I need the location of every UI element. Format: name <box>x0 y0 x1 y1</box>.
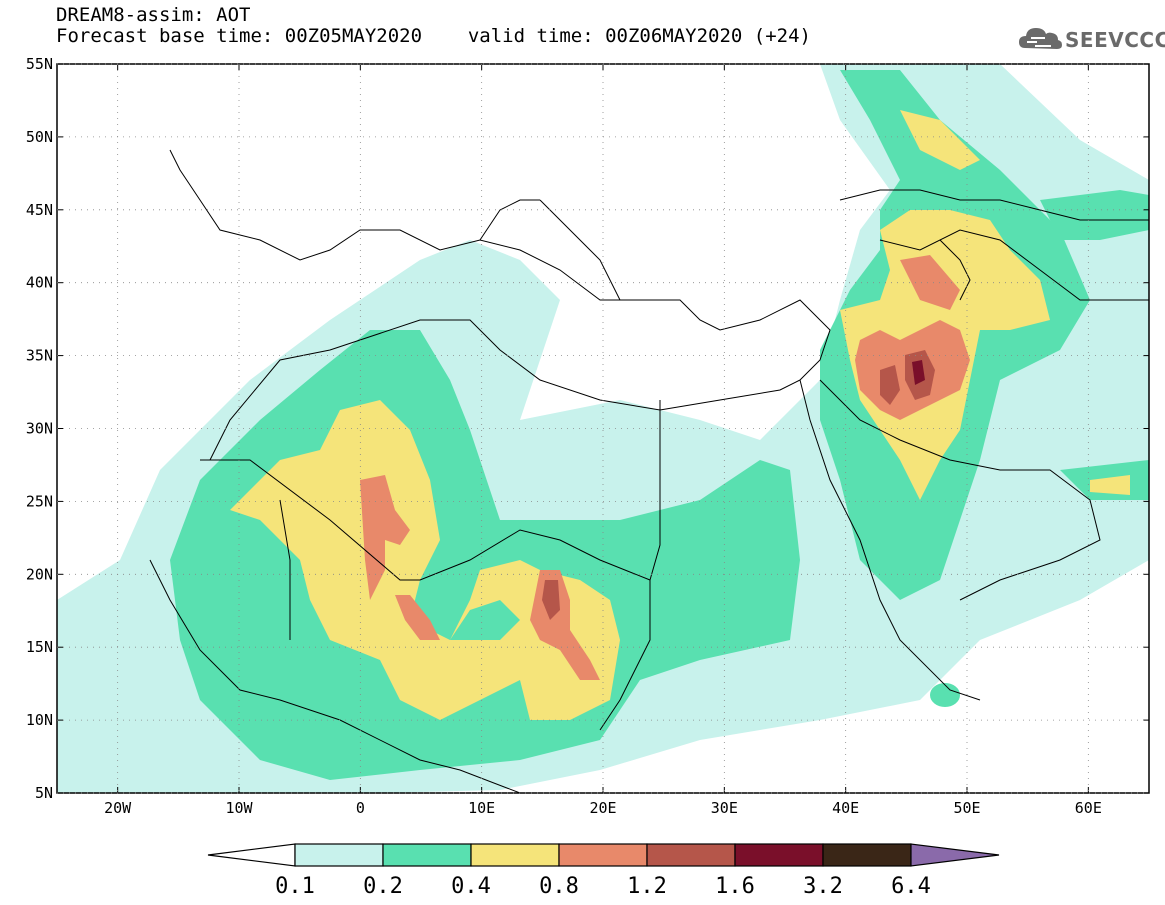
forecast-times: Forecast base time: 00Z05MAY2020 valid t… <box>56 26 811 46</box>
colorbar-swatch <box>734 843 824 867</box>
lat-axis: 5N 10N 15N 20N 25N 30N 35N 40N 45N 50N 55N <box>26 55 53 802</box>
lat-tick-label: 10N <box>26 711 53 729</box>
colorbar-swatch <box>294 843 384 867</box>
colorbar-label: 0.4 <box>451 874 491 899</box>
colorbar-label: 0.8 <box>539 874 579 899</box>
lat-tick-label: 45N <box>26 201 53 219</box>
lon-tick-label: 0 <box>356 799 365 817</box>
lon-tick-label: 10W <box>225 799 253 817</box>
logo-text: SEEVCCC <box>1065 28 1165 52</box>
base-time: Forecast base time: 00Z05MAY2020 <box>56 25 423 47</box>
lat-tick-label: 35N <box>26 347 53 365</box>
lat-tick-label: 40N <box>26 274 53 292</box>
lat-tick-label: 55N <box>26 55 53 73</box>
colorbar-overflow <box>910 843 1000 867</box>
colorbar <box>207 843 1000 867</box>
lat-tick-label: 25N <box>26 492 53 510</box>
seevccc-logo: SEEVCCC <box>1017 22 1165 56</box>
map-graticule <box>57 63 1149 794</box>
valid-time: valid time: 00Z06MAY2020 (+24) <box>467 25 811 47</box>
colorbar-swatch <box>470 843 560 867</box>
colorbar-label: 1.6 <box>715 874 755 899</box>
colorbar-label: 0.1 <box>275 874 315 899</box>
colorbar-swatch <box>646 843 736 867</box>
colorbar-swatch <box>822 843 912 867</box>
map-title: DREAM8-assim: AOT <box>56 4 251 26</box>
lon-tick-label: 40E <box>832 799 859 817</box>
lat-tick-label: 15N <box>26 638 53 656</box>
lat-tick-label: 20N <box>26 565 53 583</box>
lon-tick-label: 30E <box>711 799 738 817</box>
colorbar-label: 6.4 <box>891 874 931 899</box>
colorbar-label: 3.2 <box>803 874 843 899</box>
colorbar-underflow <box>207 843 296 867</box>
lat-tick-label: 50N <box>26 128 53 146</box>
aot-level-1.6 <box>912 360 925 385</box>
lon-tick-label: 20W <box>104 799 132 817</box>
lon-tick-label: 50E <box>953 799 980 817</box>
cloud-icon <box>1019 28 1062 49</box>
colorbar-label: 1.2 <box>627 874 667 899</box>
lat-tick-label: 30N <box>26 420 53 438</box>
lon-axis: 20W 10W 0 10E 20E 30E 40E 50E 60E <box>104 799 1102 817</box>
lat-tick-label: 5N <box>35 784 53 802</box>
colorbar-swatch <box>382 843 472 867</box>
lon-tick-label: 20E <box>589 799 616 817</box>
coastlines <box>149 149 1149 793</box>
colorbar-label: 0.2 <box>363 874 403 899</box>
lon-tick-label: 10E <box>468 799 495 817</box>
colorbar-swatch <box>558 843 648 867</box>
lon-tick-label: 60E <box>1075 799 1102 817</box>
